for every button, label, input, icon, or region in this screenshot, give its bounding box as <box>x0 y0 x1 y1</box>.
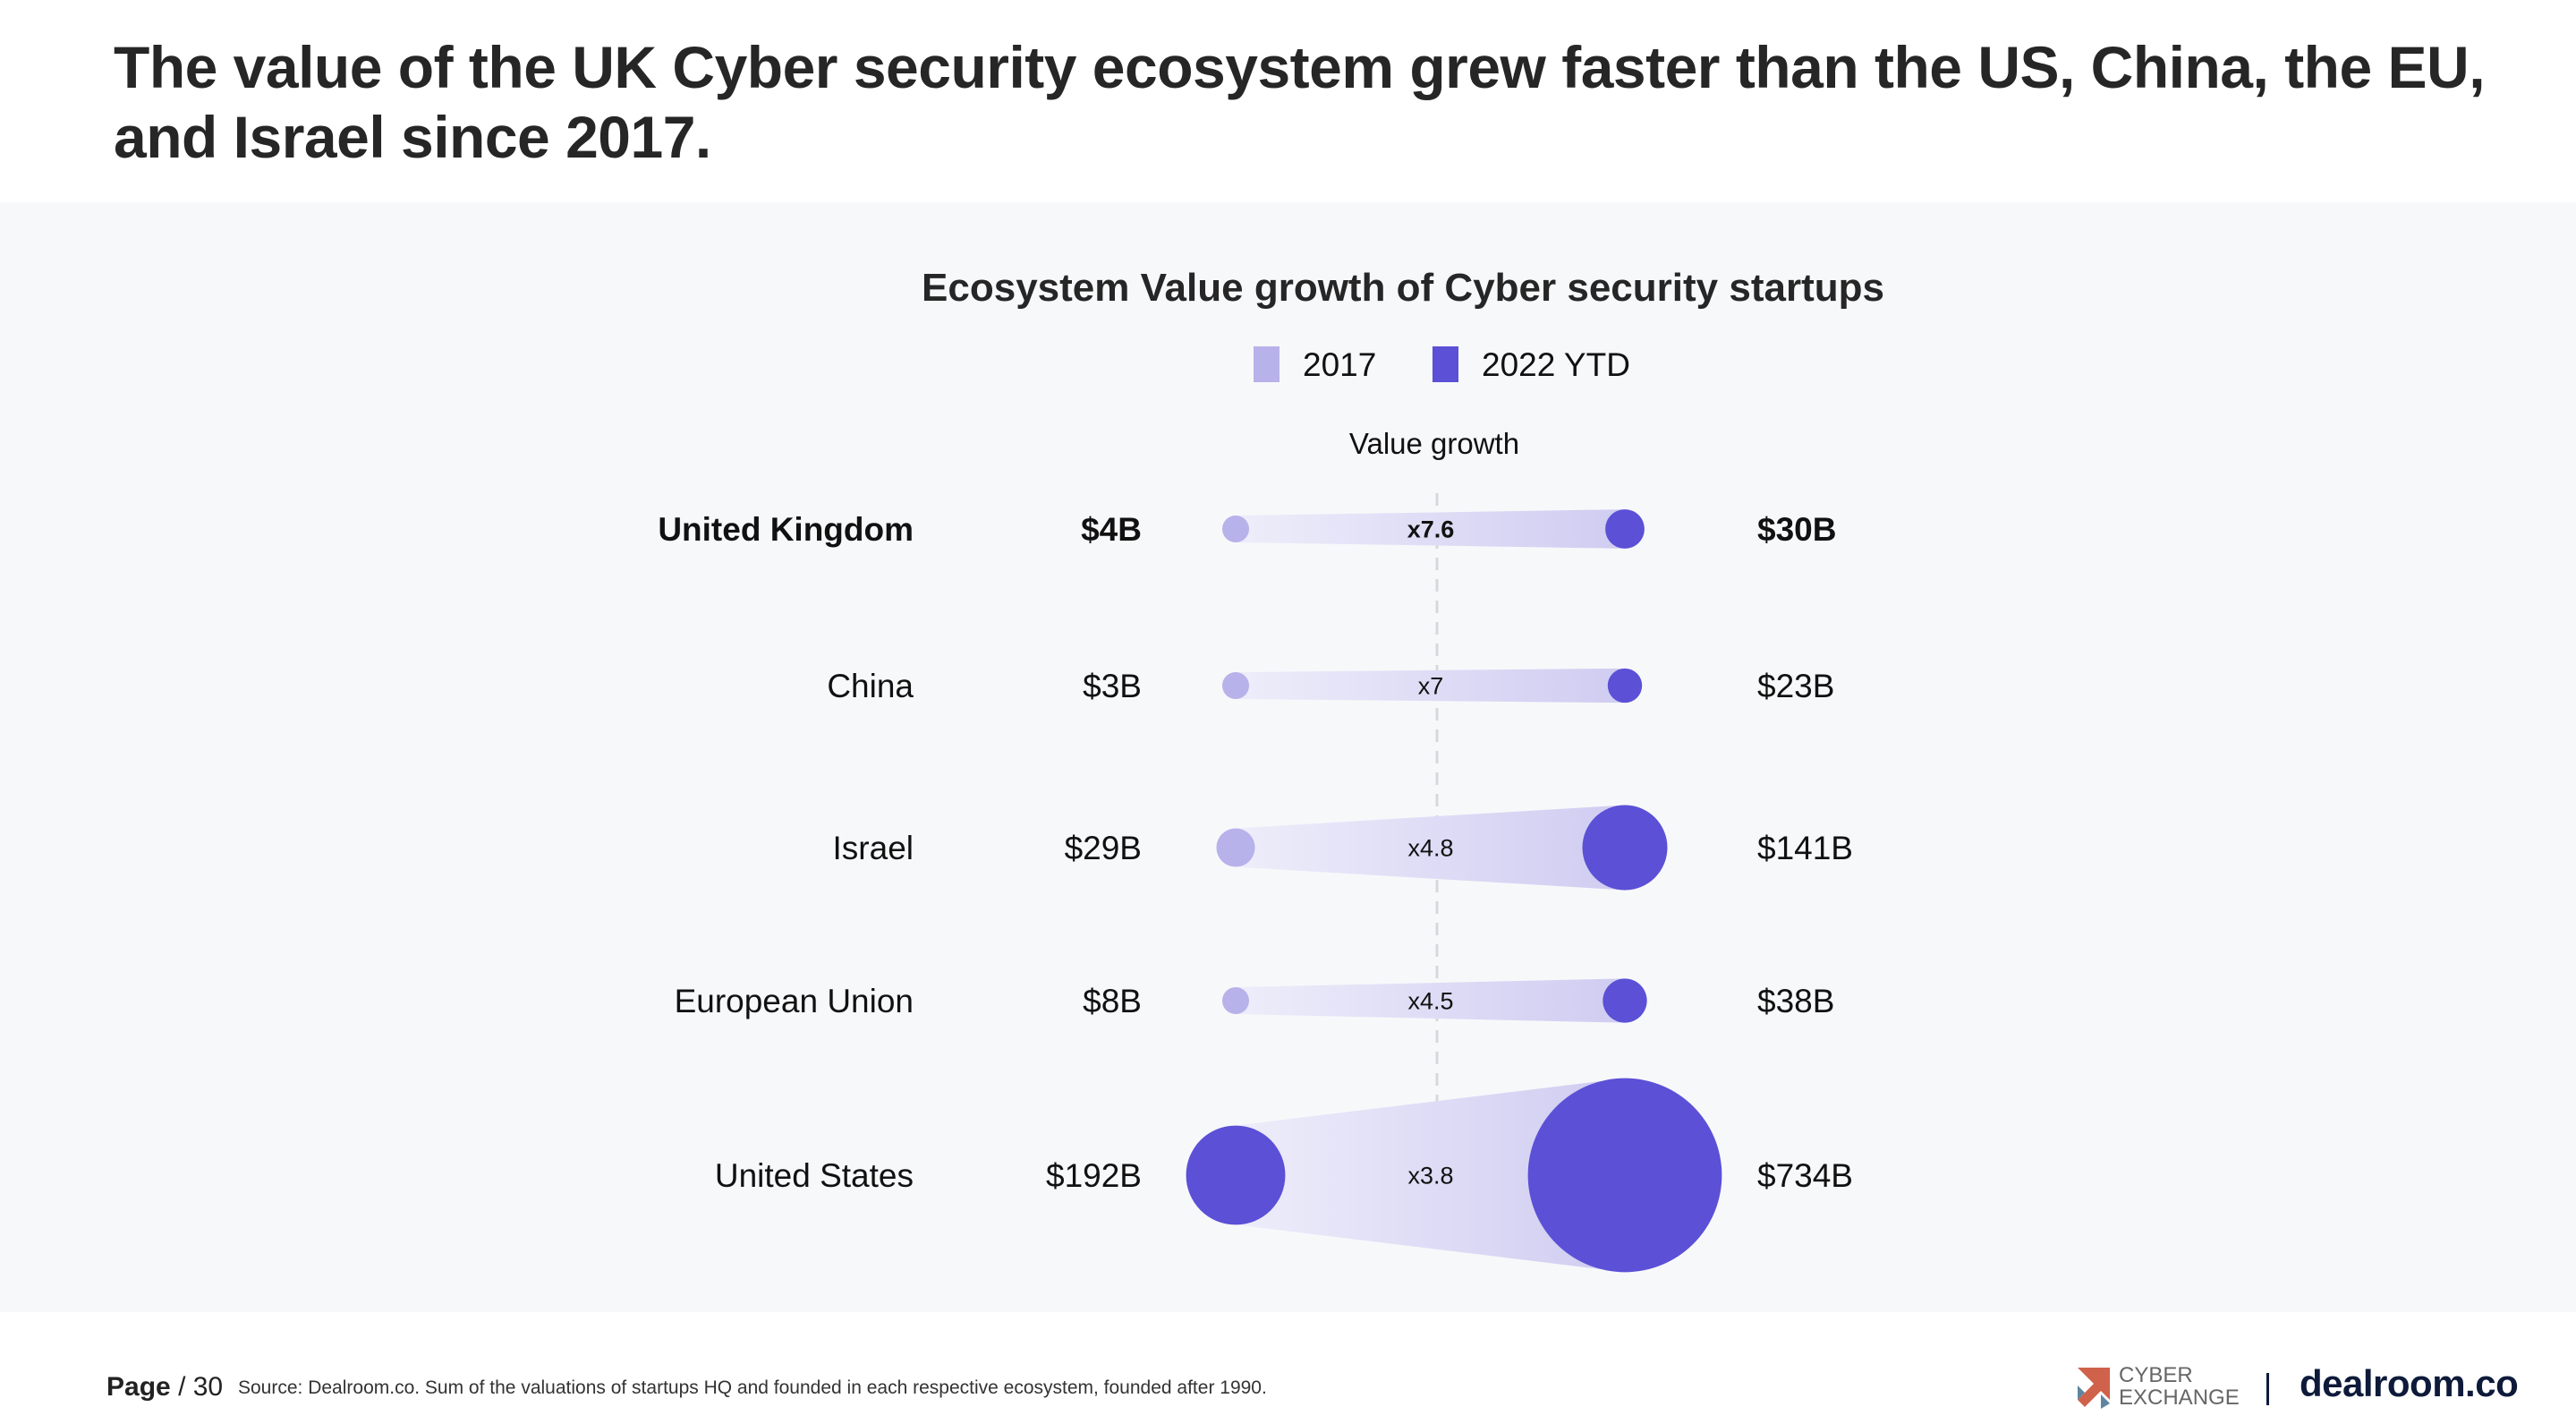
point-2022 <box>1607 668 1643 703</box>
point-2017 <box>1216 828 1255 867</box>
logo-line2: EXCHANGE <box>2119 1386 2240 1410</box>
cyber-exchange-logo-icon <box>2078 1368 2110 1409</box>
connector-band <box>1236 805 1625 891</box>
legend-label-2022: 2022 YTD <box>1482 346 1630 383</box>
page-title: The value of the UK Cyber security ecosy… <box>114 34 2486 170</box>
legend-swatch-2022 <box>1433 346 1458 382</box>
value-2017-label: $29B <box>1065 830 1142 866</box>
point-2017 <box>1222 672 1249 699</box>
value-2022-label: $30B <box>1757 511 1836 548</box>
dealroom-logo: dealroom.co <box>2300 1362 2519 1404</box>
legend: 2017 2022 YTD <box>1254 346 1630 383</box>
value-2017-label: $8B <box>1083 983 1142 1019</box>
chart-title: Ecosystem Value growth of Cyber security… <box>922 266 1884 310</box>
legend-swatch-2017 <box>1254 346 1279 382</box>
country-label: United Kingdom <box>658 511 914 548</box>
growth-label: x3.8 <box>1407 1162 1453 1189</box>
value-2022-label: $734B <box>1757 1157 1853 1194</box>
growth-label: x4.8 <box>1407 834 1453 861</box>
page-label: Page <box>106 1372 171 1402</box>
row-european-union: European Union $8B $38B x4.5 <box>675 978 1834 1023</box>
value-2022-label: $141B <box>1757 830 1853 866</box>
country-label: European Union <box>675 983 914 1019</box>
country-label: United States <box>715 1157 914 1194</box>
growth-label: x7.6 <box>1407 516 1455 542</box>
point-2022 <box>1582 805 1668 891</box>
growth-label: x7 <box>1418 672 1444 699</box>
page-number: Page / 30 <box>106 1372 223 1403</box>
point-2017 <box>1222 516 1249 542</box>
connector-band <box>1236 978 1625 1023</box>
country-label: China <box>827 668 914 704</box>
value-2017-label: $3B <box>1083 668 1142 704</box>
row-united-kingdom: United Kingdom $4B $30B x7.6 <box>658 509 1836 549</box>
growth-label: x4.5 <box>1407 987 1453 1014</box>
connector-band <box>1236 668 1625 703</box>
country-label: Israel <box>833 830 914 866</box>
value-2017-label: $192B <box>1046 1157 1142 1194</box>
row-israel: Israel $29B $141B x4.8 <box>833 805 1853 891</box>
cyber-exchange-logo: CYBER EXCHANGE <box>2119 1364 2240 1409</box>
value-2022-label: $38B <box>1757 983 1834 1019</box>
row-china: China $3B $23B x7 <box>827 668 1834 704</box>
point-2022 <box>1603 978 1647 1023</box>
value-2022-label: $23B <box>1757 668 1834 704</box>
row-united-states: United States $192B $734B x3.8 <box>715 1078 1853 1273</box>
point-2017 <box>1186 1125 1286 1225</box>
connector-band <box>1236 509 1625 549</box>
point-2022 <box>1527 1078 1722 1273</box>
source-note: Source: Dealroom.co. Sum of the valuatio… <box>238 1377 1267 1398</box>
connector-band <box>1236 1078 1625 1273</box>
value-2017-label: $4B <box>1081 511 1142 548</box>
growth-header: Value growth <box>1349 427 1519 460</box>
logo-line1: CYBER <box>2119 1363 2193 1387</box>
point-2022 <box>1605 509 1645 549</box>
point-2017 <box>1222 987 1249 1014</box>
logo-divider <box>2266 1373 2269 1405</box>
page-count: / 30 <box>178 1372 224 1402</box>
legend-label-2017: 2017 <box>1303 346 1376 383</box>
